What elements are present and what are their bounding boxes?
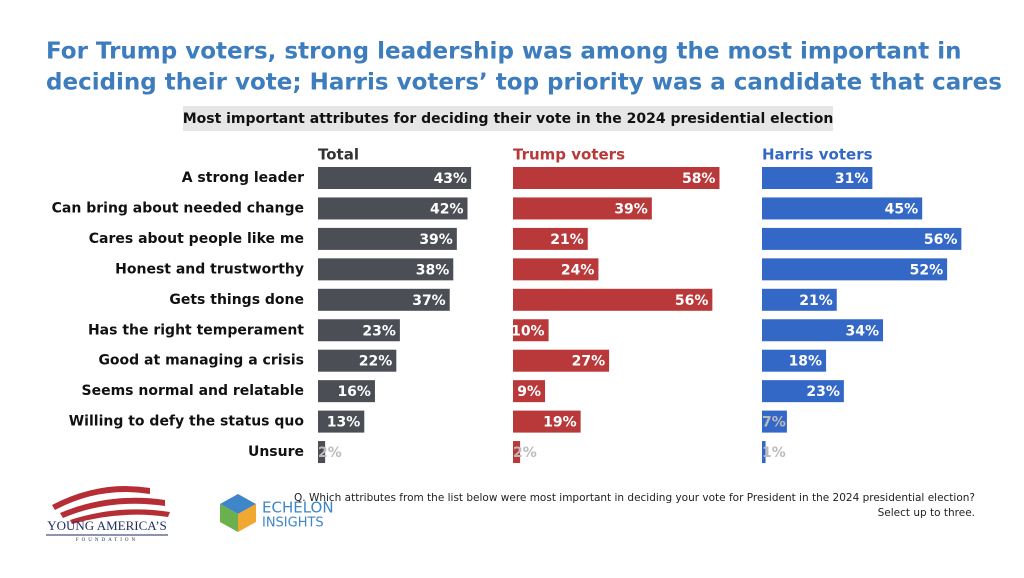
legend-label: Total [318,146,359,164]
bar [762,167,873,189]
bar [513,288,713,311]
value-label: 16% [337,384,371,400]
subtitle-box [183,106,833,131]
value-label: 38% [416,262,450,278]
bar [513,380,546,403]
chart-title: deciding their vote; Harris voters’ top … [46,70,1002,96]
value-label: 19% [543,415,577,431]
value-label: 2% [318,445,342,461]
value-label: 7% [762,415,786,431]
footnote: Select up to three. [878,507,975,519]
value-label: 31% [835,171,869,187]
category-label: Cares about people like me [89,231,304,247]
bar [318,227,457,250]
logo-text: YOUNG AMERICA’S [47,518,167,533]
category-label: Gets things done [169,292,304,308]
yaf-logo: YOUNG AMERICA’S FOUNDATION [46,486,170,543]
bar [318,441,326,464]
bar [318,167,472,189]
bar [513,410,581,433]
bar [762,258,948,281]
bar [318,410,365,433]
bar [513,197,652,220]
legend-label: Trump voters [513,146,625,164]
bar [762,227,962,250]
bar [762,441,766,464]
bar [513,258,599,281]
bar [318,197,468,220]
value-label: 42% [430,201,464,217]
category-label: A strong leader [182,170,304,186]
logo-text: FOUNDATION [76,538,138,543]
value-label: 9% [517,384,541,400]
chart-title: For Trump voters, strong leadership was … [46,39,962,65]
value-label: 56% [675,293,709,309]
bar [513,167,720,189]
value-label: 1% [762,445,786,461]
bar [513,227,588,250]
bar [762,349,827,372]
category-label: Willing to defy the status quo [69,414,305,430]
bar [513,319,549,342]
category-label: Unsure [248,444,304,460]
value-label: 39% [419,232,453,248]
category-label: Seems normal and relatable [82,383,304,399]
value-label: 52% [910,262,944,278]
bar [318,288,450,311]
category-label: Has the right temperament [88,322,304,338]
value-label: 27% [572,354,606,370]
bar [318,380,375,403]
bar [762,319,884,342]
bar [762,380,844,403]
value-label: 43% [434,171,468,187]
value-label: 2% [513,445,537,461]
value-label: 10% [511,323,545,339]
value-label: 23% [362,323,396,339]
bar [513,441,521,464]
footnote: Q. Which attributes from the list below … [294,492,975,504]
value-label: 58% [682,171,716,187]
bar [762,288,837,311]
value-label: 24% [561,262,595,278]
bar [318,319,400,342]
value-label: 23% [806,384,840,400]
chart-subtitle: Most important attributes for deciding t… [183,111,834,127]
value-label: 13% [327,415,361,431]
logo-text: INSIGHTS [262,516,324,531]
value-label: 22% [359,354,393,370]
value-label: 37% [412,293,446,309]
category-label: Can bring about needed change [52,200,304,216]
value-label: 45% [885,201,919,217]
value-label: 56% [924,232,958,248]
bar [318,349,397,372]
bar [762,197,923,220]
value-label: 18% [789,354,823,370]
bar [762,410,787,433]
category-label: Honest and trustworthy [115,261,304,277]
category-label: Good at managing a crisis [98,353,304,369]
echelon-logo: ECHELON INSIGHTS [220,494,334,532]
value-label: 21% [799,293,833,309]
value-label: 34% [846,323,880,339]
logo-text: ECHELON [262,499,334,517]
bar [318,258,454,281]
value-label: 39% [614,201,648,217]
value-label: 21% [550,232,584,248]
legend-label: Harris voters [762,146,873,164]
bar [513,349,610,372]
